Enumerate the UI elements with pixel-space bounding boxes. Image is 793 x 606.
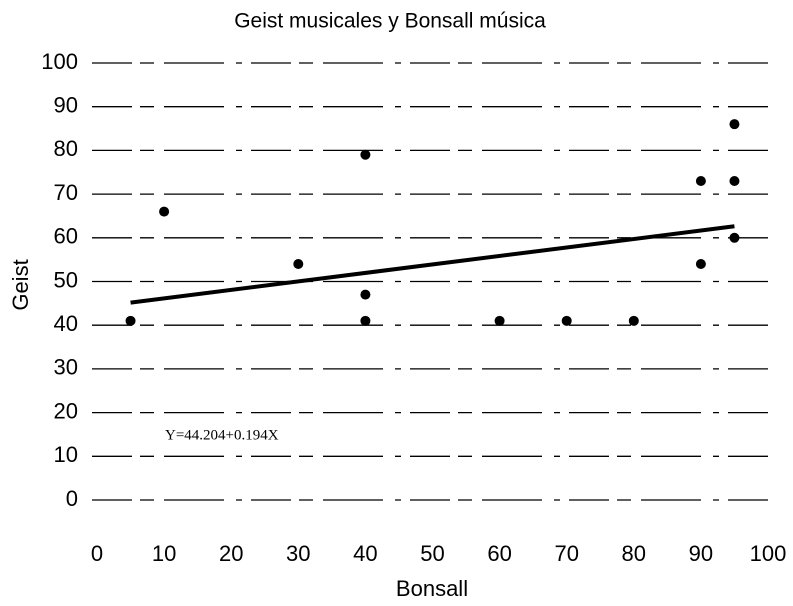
x-tick-label: 80 bbox=[622, 541, 646, 566]
data-point bbox=[729, 175, 740, 186]
y-tick-label: 20 bbox=[54, 398, 78, 423]
trend-line bbox=[130, 224, 735, 305]
data-point bbox=[360, 289, 371, 300]
y-tick-label: 0 bbox=[66, 486, 78, 511]
data-point bbox=[125, 315, 136, 326]
y-tick-label: 50 bbox=[54, 267, 78, 292]
data-point bbox=[729, 232, 740, 243]
data-point bbox=[494, 315, 505, 326]
data-point bbox=[628, 315, 639, 326]
x-tick-label: 50 bbox=[420, 541, 444, 566]
x-tick-label: 10 bbox=[152, 541, 176, 566]
y-tick-label: 100 bbox=[41, 49, 78, 74]
chart-title: Geist musicales y Bonsall música bbox=[234, 10, 546, 33]
y-tick-label: 10 bbox=[54, 442, 78, 467]
y-tick-label: 60 bbox=[54, 224, 78, 249]
data-point bbox=[695, 259, 706, 270]
y-tick-label: 30 bbox=[54, 355, 78, 380]
x-tick-label: 100 bbox=[750, 541, 787, 566]
data-point bbox=[159, 206, 170, 217]
y-axis-label: Geist bbox=[8, 259, 33, 310]
y-tick-label: 80 bbox=[54, 136, 78, 161]
y-tick-label: 90 bbox=[54, 93, 78, 118]
data-point bbox=[293, 259, 304, 270]
regression-equation: Y=44.204+0.194X bbox=[165, 427, 279, 443]
x-tick-label: 60 bbox=[487, 541, 511, 566]
data-point bbox=[360, 149, 371, 160]
data-point bbox=[695, 175, 706, 186]
y-tick-label: 40 bbox=[54, 311, 78, 336]
x-tick-label: 0 bbox=[91, 541, 103, 566]
x-tick-label: 70 bbox=[554, 541, 578, 566]
x-tick-label: 40 bbox=[353, 541, 377, 566]
data-point bbox=[729, 119, 740, 130]
x-tick-label: 90 bbox=[689, 541, 713, 566]
data-point bbox=[561, 315, 572, 326]
x-axis-label: Bonsall bbox=[396, 576, 468, 601]
y-tick-label: 70 bbox=[54, 180, 78, 205]
x-tick-label: 20 bbox=[219, 541, 243, 566]
x-tick-label: 30 bbox=[286, 541, 310, 566]
data-point bbox=[360, 315, 371, 326]
